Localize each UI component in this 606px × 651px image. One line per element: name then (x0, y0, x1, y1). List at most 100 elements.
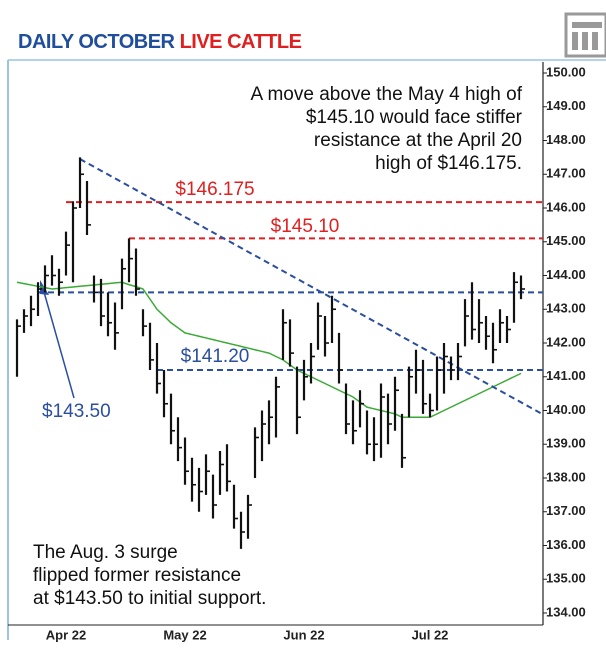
ohlc-bar (106, 292, 112, 337)
ohlc-bar (393, 376, 399, 431)
y-tick-label: 140.00 (546, 402, 586, 417)
ohlc-bar (43, 265, 49, 293)
ohlc-bar (64, 231, 70, 276)
ohlc-bar (169, 393, 175, 445)
ohlc-bar (57, 268, 63, 296)
x-tick-label: Jul 22 (412, 627, 449, 642)
y-tick-label: 149.00 (546, 98, 586, 113)
ohlc-bar (29, 295, 35, 327)
level-label: $146.175 (175, 179, 254, 200)
ohlc-bar (232, 484, 238, 529)
ohlc-bar (50, 255, 56, 286)
ohlc-bar (71, 201, 77, 283)
level-label: $145.10 (271, 216, 340, 237)
chart-title: DAILY OCTOBER LIVE CATTLE (18, 31, 302, 53)
ohlc-bar (449, 356, 455, 381)
annotation: The Aug. 3 surge (33, 542, 178, 563)
ohlc-bar (22, 309, 28, 333)
ohlc-bar (92, 275, 98, 303)
ohlc-bar (309, 343, 315, 384)
ohlc-bar (463, 299, 469, 347)
ohlc-bar (141, 309, 147, 337)
x-tick-label: Jun 22 (283, 627, 324, 642)
ohlc-bar (127, 238, 133, 283)
ohlc-bar (274, 376, 280, 438)
y-tick-label: 136.00 (546, 537, 586, 552)
ohlc-bar (288, 319, 294, 367)
arrow (43, 291, 75, 399)
calculator-icon (564, 12, 606, 58)
ohlc-bar (253, 427, 259, 478)
y-tick-label: 141.00 (546, 368, 586, 383)
y-tick-label: 146.00 (546, 199, 586, 214)
y-tick-label: 145.00 (546, 233, 586, 248)
y-tick-label: 147.00 (546, 166, 586, 181)
annotation: A move above the May 4 high of (251, 84, 523, 105)
ohlc-bar (379, 383, 385, 458)
level-label: $141.20 (181, 346, 250, 367)
ohlc-bar (211, 474, 217, 519)
ohlc-bar (218, 451, 224, 495)
y-tick-label: 143.00 (546, 301, 586, 316)
ohlc-bar (78, 157, 84, 208)
ohlc-bar (358, 390, 364, 428)
annotation: flipped former resistance (33, 565, 241, 586)
trendline (79, 158, 543, 415)
ohlc-bar (435, 356, 441, 411)
ohlc-bar (414, 349, 420, 394)
ohlc-bar (148, 322, 154, 370)
ohlc-bar (519, 275, 525, 300)
ohlc-bar (281, 309, 287, 360)
ohlc-bar (351, 400, 357, 445)
ohlc-bar (491, 322, 497, 364)
y-tick-label: 144.00 (546, 267, 586, 282)
ohlc-bar (365, 410, 371, 455)
ohlc-bar (421, 359, 427, 414)
ohlc-bar (15, 319, 21, 377)
title-part: LIVE CATTLE (180, 31, 302, 53)
ohlc-bar (505, 316, 511, 343)
ohlc-bar (512, 272, 518, 323)
level-label: $143.50 (42, 401, 111, 422)
ohlc-bar (498, 309, 504, 343)
ohlc-bar (36, 282, 42, 316)
ohlc-bar (134, 248, 140, 296)
ohlc-bar (239, 511, 245, 549)
ohlc-bar (316, 302, 322, 350)
ohlc-bar (190, 457, 196, 502)
ohlc-bar (484, 316, 490, 350)
ohlc-bar (344, 383, 350, 435)
ohlc-bar (120, 258, 126, 310)
y-tick-label: 135.00 (546, 571, 586, 586)
ohlc-bar (267, 400, 273, 445)
ohlc-bar (337, 332, 343, 384)
ohlc-bar (155, 343, 161, 394)
y-tick-label: 142.00 (546, 334, 586, 349)
ohlc-bar (456, 343, 462, 381)
title-part: DAILY OCTOBER (18, 31, 176, 53)
ohlc-bar (428, 393, 434, 418)
annotation: high of $146.175. (375, 153, 522, 174)
ohlc-bar (477, 299, 483, 343)
ohlc-bar (295, 366, 301, 435)
ohlc-bar (113, 302, 119, 350)
ohlc-bar (302, 359, 308, 401)
ohlc-bar (470, 282, 476, 340)
ohlc-bar (197, 467, 203, 512)
annotation: resistance at the April 20 (314, 130, 522, 151)
ohlc-bar (330, 295, 336, 343)
annotation: $145.10 would face stiffer (306, 107, 523, 128)
y-tick-label: 150.00 (546, 64, 586, 79)
ohlc-bar (99, 278, 105, 327)
ohlc-bar (85, 181, 91, 235)
y-tick-label: 138.00 (546, 469, 586, 484)
ohlc-bar (386, 393, 392, 445)
ohlc-bar (176, 417, 182, 462)
x-tick-label: Apr 22 (46, 627, 86, 642)
annotation: at $143.50 to initial support. (33, 588, 266, 609)
ohlc-bar (204, 454, 210, 495)
ohlc-bar (407, 366, 413, 418)
y-tick-label: 139.00 (546, 436, 586, 451)
ohlc-bar (372, 417, 378, 462)
